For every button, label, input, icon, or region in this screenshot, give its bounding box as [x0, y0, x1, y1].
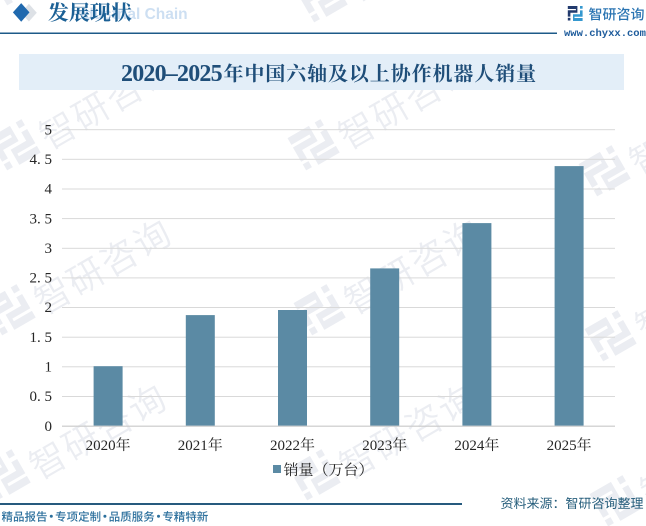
svg-text:2025: 2025: [547, 438, 577, 454]
svg-text:2024: 2024: [454, 438, 485, 454]
svg-text:2020: 2020: [86, 438, 116, 454]
svg-text:3: 3: [45, 241, 53, 257]
svg-text:0. 5: 0. 5: [30, 389, 53, 405]
svg-text:5: 5: [45, 122, 53, 138]
svg-text:2. 5: 2. 5: [30, 271, 53, 287]
svg-text:2023: 2023: [362, 438, 392, 454]
svg-text:3. 5: 3. 5: [30, 211, 53, 227]
svg-text:1: 1: [45, 360, 53, 376]
svg-text:1. 5: 1. 5: [30, 330, 53, 346]
svg-text:4. 5: 4. 5: [30, 152, 53, 168]
svg-text:www.chyxx.com: www.chyxx.com: [564, 28, 646, 40]
svg-text:0: 0: [45, 419, 53, 435]
svg-text:2022: 2022: [270, 438, 300, 454]
svg-text:2021: 2021: [178, 438, 208, 454]
svg-text:2020–2025: 2020–2025: [121, 61, 223, 87]
svg-text:4: 4: [45, 182, 53, 198]
svg-text:2: 2: [45, 300, 53, 316]
